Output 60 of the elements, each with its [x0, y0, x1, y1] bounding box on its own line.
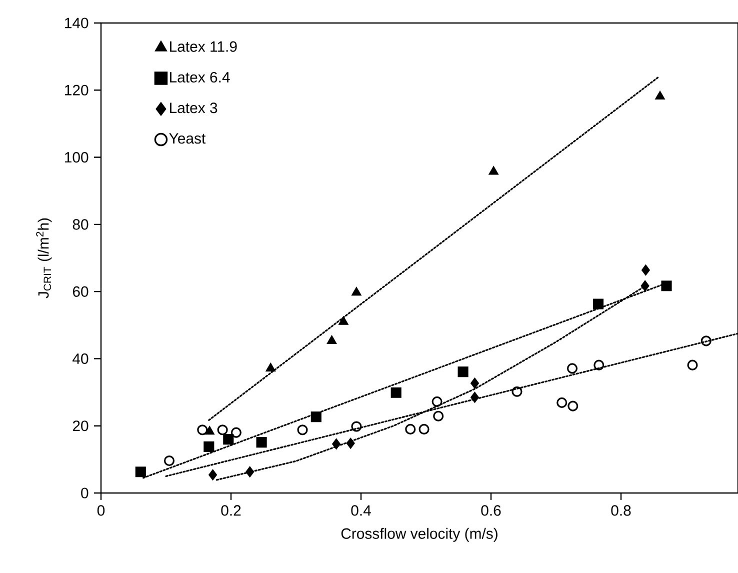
point — [432, 396, 442, 407]
x-tick-label: 0.6 — [481, 505, 501, 516]
point — [327, 336, 336, 344]
point — [433, 410, 444, 422]
y-tick-label: 140 — [65, 18, 88, 28]
y-tick-label: 100 — [65, 152, 88, 163]
point — [266, 363, 276, 372]
point — [390, 387, 402, 398]
point — [642, 264, 650, 276]
y-tick-label: 80 — [72, 219, 88, 230]
y-tick-label: 120 — [65, 84, 88, 96]
point — [217, 424, 228, 436]
point — [700, 336, 712, 346]
point — [346, 438, 355, 449]
point — [164, 455, 175, 466]
point — [223, 434, 234, 445]
legend-label: Latex 6.4 — [170, 72, 230, 83]
legend-label: Latex 3 — [170, 102, 218, 114]
point — [488, 166, 498, 175]
point — [204, 441, 214, 452]
point — [230, 427, 242, 438]
y-tick-label: 0 — [81, 488, 88, 498]
point — [338, 316, 348, 325]
y-tick-label: 60 — [72, 286, 88, 297]
point — [655, 91, 665, 100]
point — [458, 366, 468, 378]
point — [135, 466, 146, 478]
x-tick-label: 0.2 — [221, 505, 241, 516]
point — [208, 470, 217, 480]
point — [512, 386, 522, 397]
point — [470, 392, 479, 403]
x-tick-label: 0.8 — [611, 505, 631, 516]
point — [405, 424, 416, 434]
point — [640, 280, 650, 292]
y-axis-title: J$_{CRIT}$ (l/m$^{2}$h) — [36, 218, 52, 298]
point — [246, 466, 254, 478]
point — [351, 421, 362, 432]
point — [594, 360, 604, 370]
point — [566, 363, 578, 374]
point — [256, 437, 267, 448]
point — [297, 424, 308, 436]
point — [204, 426, 214, 435]
x-axis-title: Crossflow velocity (m/s) — [341, 528, 498, 542]
y-tick-label: 40 — [72, 353, 88, 364]
x-tick-label: 0 — [97, 505, 105, 516]
point — [687, 360, 698, 370]
point — [352, 287, 362, 296]
point — [310, 412, 322, 422]
point — [556, 397, 568, 408]
point — [332, 438, 340, 450]
point — [661, 280, 672, 292]
point — [418, 424, 430, 434]
point — [592, 298, 604, 310]
point — [197, 424, 208, 436]
y-tick-label: 20 — [72, 420, 88, 432]
x-tick-label: 0.4 — [351, 505, 371, 516]
legend-label: Yeast — [169, 133, 206, 144]
point — [470, 378, 479, 389]
legend-label: Latex 11.9 — [170, 41, 237, 52]
point — [568, 400, 578, 412]
